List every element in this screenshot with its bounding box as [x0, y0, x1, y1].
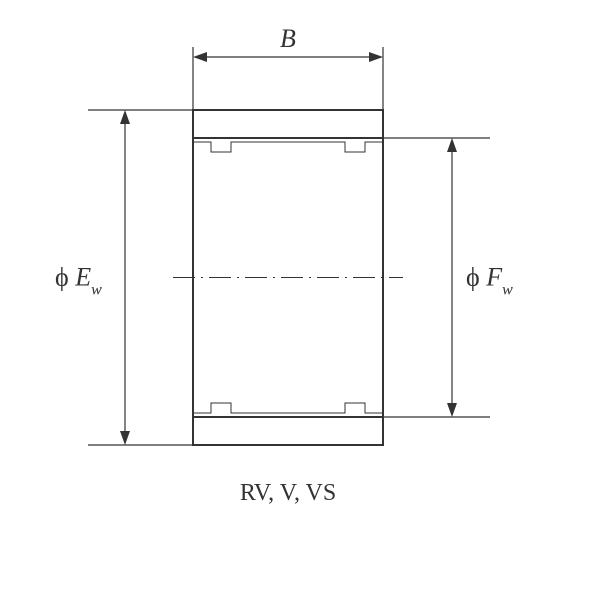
technical-drawing: Bϕ Ew ϕ Fw RV, V, VS [0, 0, 600, 600]
caption: RV, V, VS [240, 480, 336, 506]
dimension-label-Ew: ϕ Ew [55, 263, 102, 299]
dimension-label-Fw: ϕ Fw [466, 263, 513, 299]
dimension-label-B: B [280, 24, 296, 53]
